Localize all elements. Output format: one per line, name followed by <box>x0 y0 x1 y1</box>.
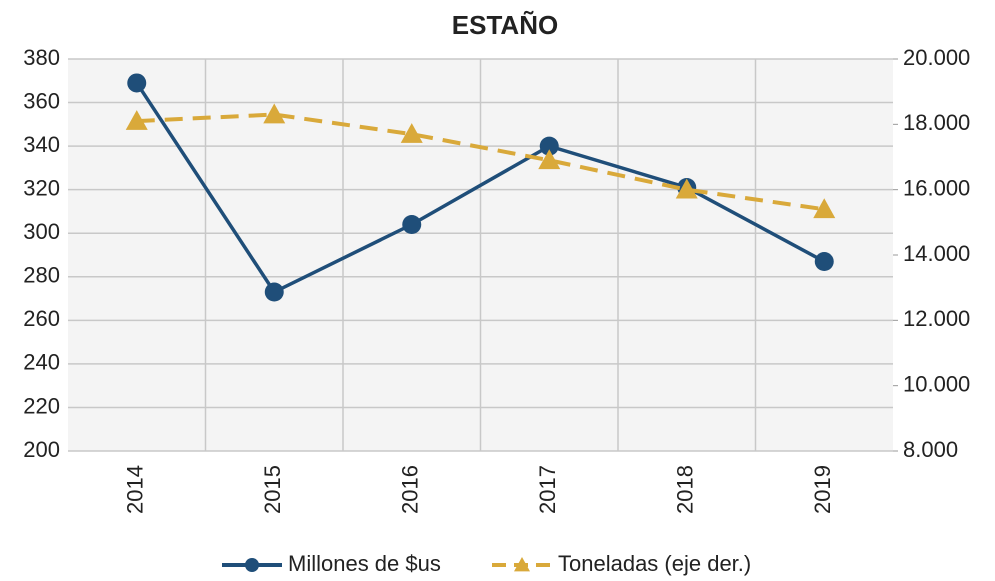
series-line <box>136 112 825 212</box>
y2-tick-label: 12.000 <box>903 306 970 331</box>
point <box>125 110 148 130</box>
y-tick-label: 220 <box>23 393 60 418</box>
x-tick-label: 2018 <box>673 465 698 514</box>
x-tick-label: 2019 <box>810 465 835 514</box>
legend-marker <box>514 557 530 572</box>
legend-label: Toneladas (eje der.) <box>558 551 751 576</box>
y-tick-label: 320 <box>23 175 60 200</box>
y2-tick-label: 16.000 <box>903 175 970 200</box>
legend-label: Millones de $us <box>288 551 441 576</box>
y-tick-label: 200 <box>23 437 60 462</box>
series-line <box>135 81 826 295</box>
point <box>263 103 286 124</box>
y2-tick-label: 14.000 <box>903 241 970 266</box>
point <box>539 136 559 156</box>
y2-tick-label: 10.000 <box>903 371 970 396</box>
y-tick-label: 260 <box>23 306 60 331</box>
y-tick-label: 240 <box>23 350 60 375</box>
x-tick-label: 2016 <box>398 465 423 514</box>
x-tick-label: 2017 <box>535 465 560 514</box>
point <box>814 252 834 272</box>
chart-title: ESTAÑO <box>452 10 558 40</box>
x-tick-label: 2015 <box>260 465 285 514</box>
y-tick-label: 360 <box>23 88 60 113</box>
point <box>538 149 561 170</box>
legend-marker <box>245 558 259 572</box>
y-tick-label: 340 <box>23 132 60 157</box>
y-tick-label: 280 <box>23 263 60 288</box>
point <box>675 178 698 199</box>
y2-tick-label: 20.000 <box>903 45 970 70</box>
point <box>400 123 423 143</box>
point <box>813 198 836 219</box>
y-tick-label: 380 <box>23 45 60 70</box>
y-tick-label: 300 <box>23 219 60 244</box>
point <box>264 282 284 302</box>
y2-tick-label: 18.000 <box>903 110 970 135</box>
point <box>127 73 147 93</box>
y2-tick-label: 8.000 <box>903 437 958 462</box>
point <box>402 215 422 235</box>
x-tick-label: 2014 <box>123 465 148 514</box>
